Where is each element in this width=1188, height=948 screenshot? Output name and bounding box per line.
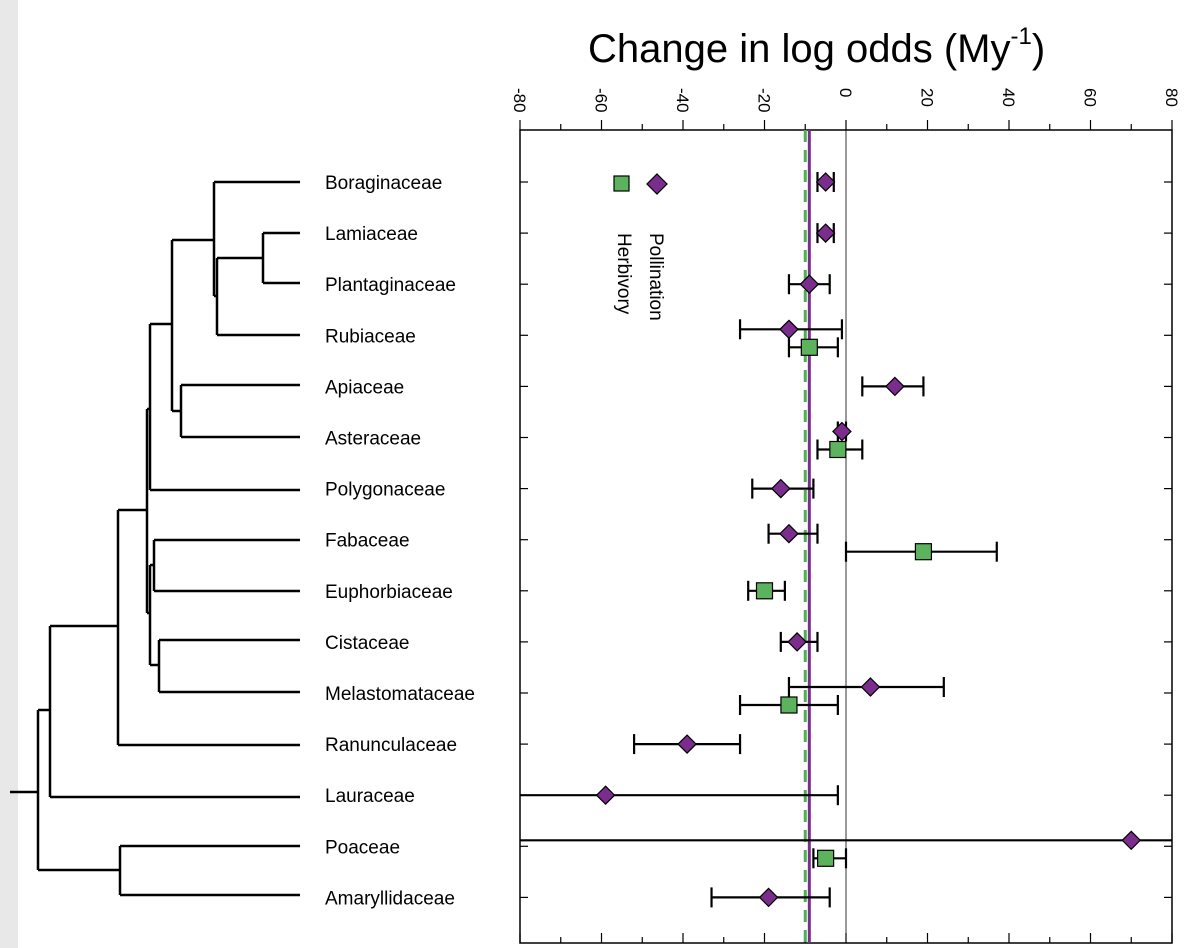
pollination-point <box>595 785 616 806</box>
family-label: Ranunculaceae <box>325 735 457 756</box>
x-tick-label: -20 <box>755 88 774 113</box>
x-axis-ticks: -80 -60 -40 -20 0 20 40 60 80 <box>510 88 1181 943</box>
herbivory-point <box>800 338 818 356</box>
left-edge-watermark <box>0 0 18 948</box>
legend: Pollination Herbivory <box>613 173 668 321</box>
family-label: Fabaceae <box>325 531 410 552</box>
herbivory-point <box>914 543 933 561</box>
pollination-point <box>832 421 852 442</box>
x-tick-label: 80 <box>1162 88 1181 107</box>
family-label: Asteraceae <box>325 429 421 450</box>
family-label: Rubiaceae <box>325 326 416 347</box>
phylogenetic-tree <box>10 180 300 897</box>
family-label: Poaceae <box>325 837 400 858</box>
pollination-point <box>758 887 779 908</box>
family-label: Euphorbiaceae <box>325 582 453 603</box>
family-label: Plantaginaceae <box>325 275 456 296</box>
x-tick-label: 60 <box>1081 88 1100 107</box>
family-labels: Boraginaceae Lamiaceae Plantaginaceae Rubia… <box>325 173 475 909</box>
chart-title-superscript: -1 <box>1010 23 1031 50</box>
x-tick-label: 20 <box>918 88 937 107</box>
x-tick-label: -60 <box>592 88 611 113</box>
herbivory-point <box>829 440 847 459</box>
pollination-point <box>779 523 799 544</box>
family-label: Melastomataceae <box>325 684 475 705</box>
family-label: Apiaceae <box>325 377 404 398</box>
legend-pollination-diamond <box>646 173 668 195</box>
family-label: Lauraceae <box>325 786 415 807</box>
legend-pollination-label: Pollination <box>645 233 666 321</box>
chart-title-main: Change in log odds (My <box>588 27 1010 71</box>
x-tick-label: -80 <box>510 88 529 113</box>
chart-title-close: ) <box>1032 27 1045 71</box>
x-tick-label: -40 <box>673 88 692 113</box>
data-markers <box>595 172 1142 908</box>
family-label: Lamiaceae <box>325 224 418 245</box>
pollination-point <box>677 734 697 754</box>
pollination-point <box>860 677 881 697</box>
reference-lines <box>803 130 847 943</box>
herbivory-point <box>755 582 774 600</box>
family-label: Amaryllidaceae <box>325 888 455 909</box>
pollination-point <box>815 223 836 243</box>
legend-herbivory-label: Herbivory <box>613 233 634 315</box>
pollination-point <box>799 274 820 295</box>
pollination-point <box>787 632 807 652</box>
pollination-point <box>779 319 799 340</box>
pollination-point <box>885 376 905 397</box>
pollination-point <box>770 478 791 499</box>
pollination-point <box>1121 830 1142 851</box>
herbivory-point <box>780 696 798 714</box>
chart-title: Change in log odds (My-1) <box>588 23 1045 71</box>
family-label: Polygonaceae <box>325 480 445 501</box>
family-label: Boraginaceae <box>325 173 442 194</box>
pollination-point <box>815 172 836 192</box>
x-tick-label: 0 <box>836 88 855 97</box>
herbivory-point <box>817 849 835 867</box>
x-tick-label: 40 <box>999 88 1018 107</box>
legend-herbivory-square <box>613 175 630 192</box>
family-label: Cistaceae <box>325 633 410 654</box>
